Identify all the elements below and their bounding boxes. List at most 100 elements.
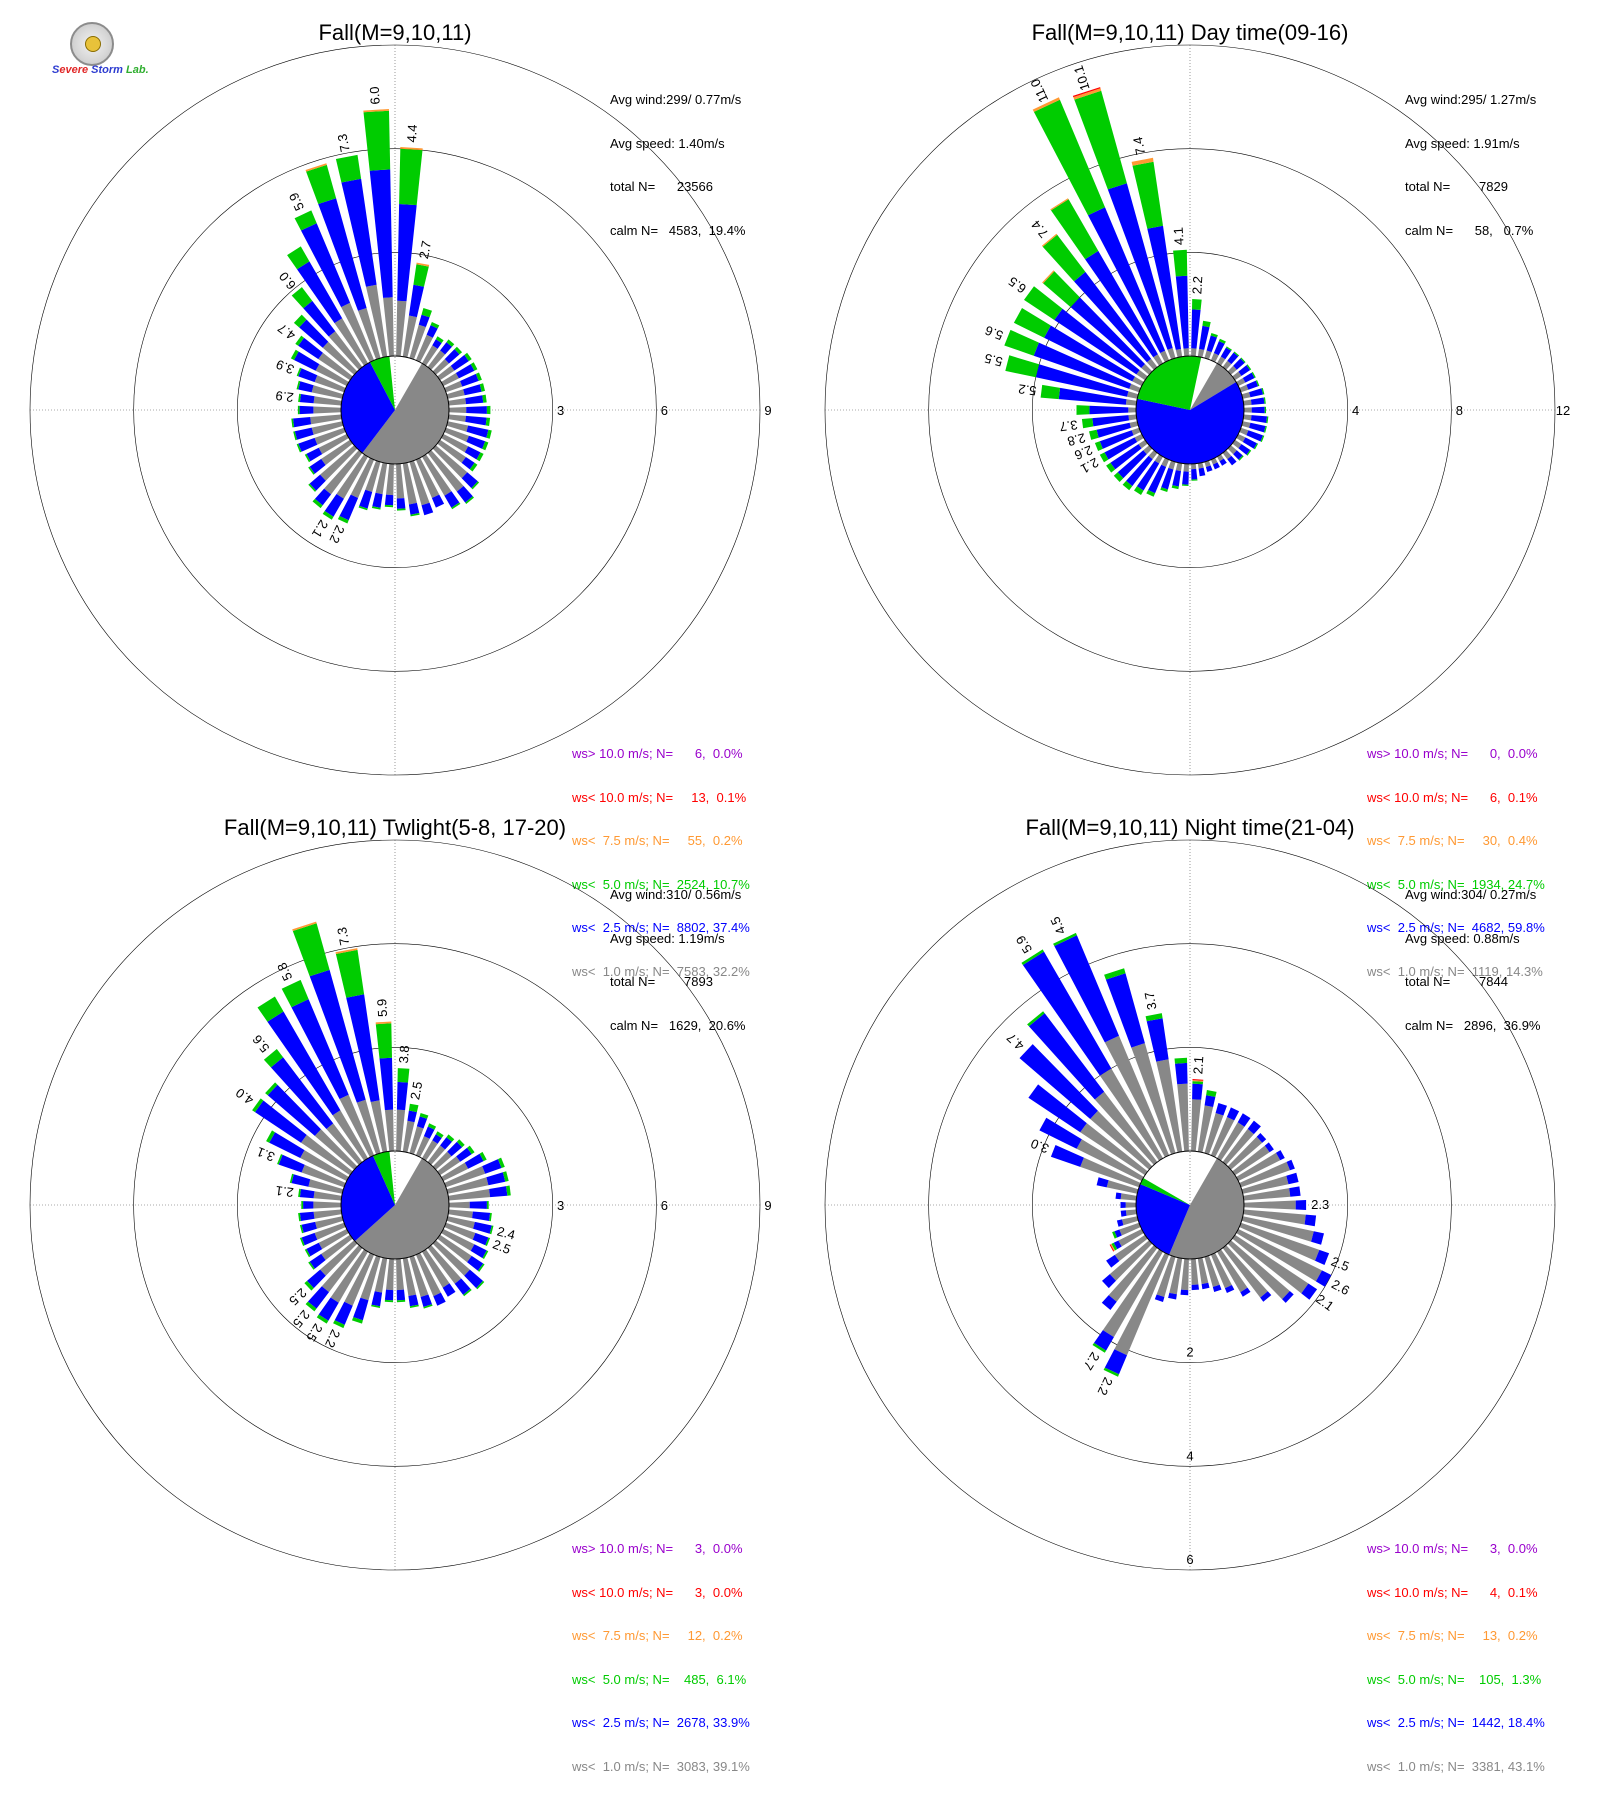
sector-bar-lt2_5 [1237, 1113, 1251, 1127]
sector-bar-lt7_5 [305, 163, 327, 172]
sector-bar-lt1 [1204, 350, 1212, 360]
sector-bar-lt2_5 [1227, 352, 1239, 365]
sector-bar-lt5 [305, 1301, 317, 1312]
sector-value-label: 2.7 [1080, 1350, 1102, 1373]
sector-bar-lt2_5 [1126, 455, 1153, 487]
sector-bar-lt1 [324, 450, 363, 495]
sector-bar-lt2_5 [442, 1283, 456, 1297]
sector-bar-lt2_5 [1117, 450, 1147, 479]
sector-bar-lt2_5 [440, 1137, 452, 1150]
sector-bar-lt1 [1210, 353, 1219, 363]
sector-bar-lt5 [308, 466, 315, 475]
sector-bar-lt1 [1104, 1035, 1170, 1158]
sector-bar-lt5 [465, 496, 474, 504]
sector-bar-lt2_5 [334, 1301, 353, 1325]
sector-bar-lt1 [384, 1109, 394, 1152]
sector-bar-lt2_5 [291, 999, 349, 1099]
sector-bar-lt2_5 [1113, 1240, 1122, 1250]
sector-bar-lt1 [1114, 1252, 1170, 1356]
chart-title: Fall(M=9,10,11) [318, 20, 472, 45]
sector-value-label: 3.0 [1029, 1136, 1051, 1157]
sector-bar-lt1 [1217, 1122, 1245, 1161]
sector-bar-lt1 [427, 1145, 446, 1165]
sector-bar-lt5 [1192, 299, 1202, 310]
sector-bar-lt5 [1210, 333, 1218, 338]
total-n: total N= 7893 [610, 974, 713, 989]
sector-bar-lt2_5 [469, 1201, 487, 1209]
sector-bar-lt2_5 [1107, 183, 1173, 350]
sector-bar-lt1 [1204, 1255, 1220, 1287]
sector-bar-lt2_5 [472, 1211, 491, 1221]
sector-bar-lt5 [1264, 426, 1267, 433]
sector-bar-lt1 [320, 445, 358, 481]
sector-bar-lt5 [263, 1049, 284, 1068]
sector-bar-lt2_5 [1180, 1289, 1189, 1296]
sector-bar-lt7_5 [292, 921, 317, 931]
radial-tick-label: 6 [661, 403, 668, 418]
sector-bar-lt2_5 [278, 1154, 305, 1173]
calm-pie-slice-lt5 [373, 1151, 395, 1205]
sector-bar-lt2_5 [420, 1294, 432, 1307]
sector-bar-lt1 [1236, 1152, 1281, 1181]
sector-bar-lt2_5 [461, 457, 475, 470]
sector-bar-lt2_5 [450, 354, 469, 371]
sector-bar-lt5 [294, 210, 317, 231]
sector-bar-lt1 [358, 308, 381, 360]
sector-bar-lt5 [1106, 462, 1116, 473]
sector-bar-lt1 [1241, 392, 1251, 399]
sector-bar-lt2_5 [267, 1011, 341, 1116]
sector-bar-lt5 [304, 1280, 314, 1291]
sector-bar-lt5 [1134, 486, 1144, 495]
sector-bar-lt1 [1119, 1222, 1141, 1236]
total-n: total N= 23566 [610, 179, 713, 194]
legend-lt7_5: ws< 7.5 m/s; N= 12, 0.2% [572, 1628, 743, 1643]
sector-bar-lt7_5 [1192, 1080, 1204, 1082]
sector-bar-lt2_5 [1192, 1083, 1203, 1100]
sector-bar-lt5 [435, 1131, 444, 1138]
sector-value-label: 2.1 [1313, 1291, 1336, 1314]
sector-bar-lt1 [318, 434, 349, 455]
sector-bar-lt2_5 [353, 1297, 369, 1321]
sector-bar-lt1 [1204, 460, 1211, 467]
legend-lt2_5: ws< 2.5 m/s; N= 4682, 59.8% [1367, 920, 1545, 935]
sector-bar-lt2_5 [1094, 1330, 1114, 1351]
calm-pie-slice-lt5 [1137, 356, 1202, 410]
sector-bar-lt1 [1222, 1245, 1268, 1298]
sector-bar-lt1 [1090, 1110, 1153, 1170]
sector-value-label: 2.2 [326, 523, 347, 546]
sector-bar-lt5 [371, 1304, 381, 1308]
sector-bar-lt1 [441, 1229, 475, 1251]
sector-bar-lt1 [313, 406, 341, 414]
legend-lt7_5: ws< 7.5 m/s; N= 13, 0.2% [1367, 1628, 1538, 1643]
sector-bar-lt1 [314, 427, 346, 445]
sector-bar-lt5 [289, 1173, 294, 1184]
sector-bar-lt1 [360, 1255, 381, 1301]
sector-bar-lt5 [1202, 320, 1211, 328]
sector-bar-lt2_5 [1246, 430, 1263, 442]
sector-bar-lt5 [396, 1299, 406, 1303]
sector-bar-lt1 [386, 1258, 394, 1291]
sector-bar-lt5 [486, 1201, 489, 1209]
sector-bar-lt2_5 [396, 498, 406, 509]
sector-bar-lt5 [446, 339, 455, 347]
sector-bar-lt5 [1145, 1013, 1163, 1022]
sector-value-label: 6.0 [367, 86, 383, 105]
sector-bar-lt2_5 [1251, 406, 1265, 414]
sector-bar-lt1 [339, 1094, 375, 1158]
sector-bar-lt1 [1080, 1123, 1148, 1176]
sector-bar-lt2_5 [455, 364, 475, 379]
sector-bar-lt5 [291, 418, 295, 428]
sector-bar-lt2_5 [298, 437, 318, 452]
sector-bar-lt2_5 [369, 169, 393, 298]
sector-bar-lt5 [446, 1134, 455, 1142]
sector-bar-lt1 [322, 341, 358, 375]
sector-bar-lt5 [1233, 351, 1240, 357]
sector-bar-lt5 [469, 462, 478, 472]
sector-bar-lt2_5 [303, 300, 336, 337]
sector-bar-lt2_5 [1104, 1349, 1127, 1375]
sector-bar-lt1 [1191, 348, 1197, 357]
sector-bar-lt5 [1051, 199, 1099, 260]
sector-bar-lt1 [415, 1136, 430, 1158]
sector-bar-lt1 [308, 1179, 344, 1194]
sector-bar-lt1 [315, 364, 349, 386]
